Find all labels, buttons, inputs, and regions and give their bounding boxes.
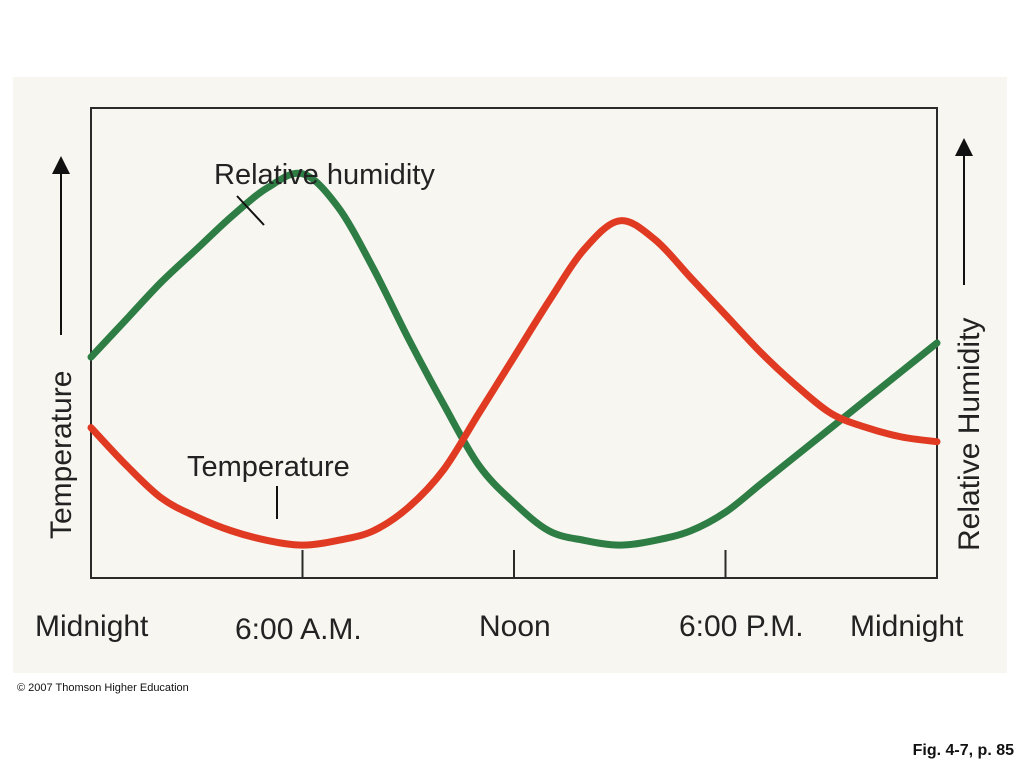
figure-panel: Midnight 6:00 A.M. Noon 6:00 P.M. Midnig… (13, 77, 1007, 673)
x-ticks (301, 550, 727, 578)
x-tick-label-0: Midnight (35, 610, 149, 643)
y-axis-left-label: Temperature (45, 371, 78, 539)
callout-relative-humidity-leader (236, 195, 265, 226)
figure-label: Fig. 4-7, p. 85 (912, 742, 1014, 759)
x-tick-label-4: Midnight (850, 610, 964, 643)
x-tick-label-1: 6:00 A.M. (235, 613, 362, 646)
callout-relative-humidity: Relative humidity (214, 159, 435, 191)
x-tick-label-3: 6:00 P.M. (679, 610, 804, 643)
series-line-temperature (87, 217, 941, 549)
chart-svg: Midnight 6:00 A.M. Noon 6:00 P.M. Midnig… (35, 107, 986, 646)
y-axis-right-label: Relative Humidity (953, 318, 986, 551)
series-line-relative-humidity (87, 169, 941, 549)
copyright-text: © 2007 Thomson Higher Education (17, 682, 189, 694)
callout-temperature: Temperature (187, 451, 350, 483)
series-layer (87, 169, 941, 549)
x-tick-labels: Midnight 6:00 A.M. Noon 6:00 P.M. Midnig… (35, 610, 964, 646)
x-tick-label-2: Noon (479, 610, 551, 643)
